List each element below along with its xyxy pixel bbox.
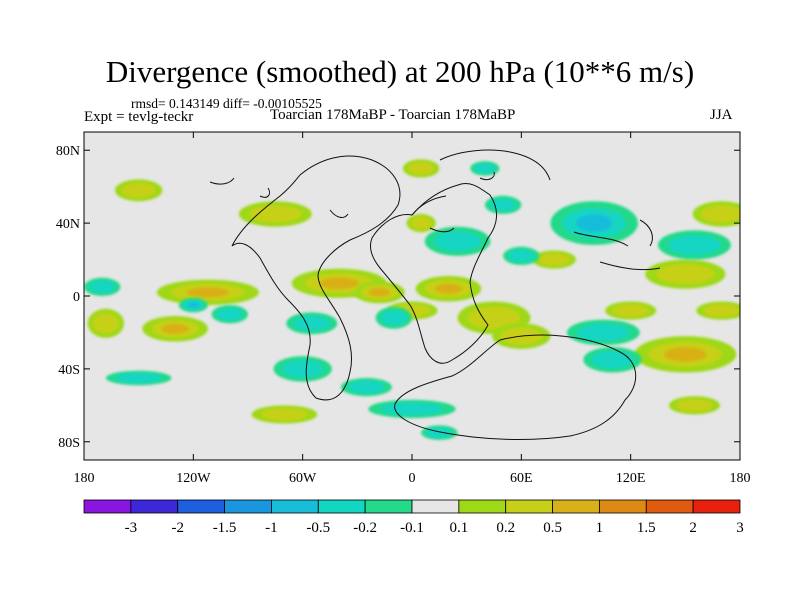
colorbar-label: -2 [171,520,184,536]
divergence-field [84,159,740,440]
colorbar-swatch [317,499,366,514]
lon-label: 120W [176,471,211,486]
colorbar-swatch [458,499,507,514]
divergence-region [484,195,522,214]
small-islands-coast [209,171,495,233]
colorbar-label: -1 [265,520,278,536]
continent-eurasia-coast [411,149,551,216]
divergence-region [375,306,412,329]
divergence-region [550,201,638,245]
divergence-region [156,279,259,306]
divergence-region [114,179,163,202]
divergence-region [368,399,456,419]
divergence-region [415,275,482,302]
divergence-region [470,161,500,176]
colorbar-swatch [645,499,694,514]
divergence-region [142,316,208,342]
divergence-region [105,370,172,386]
colorbar-swatch [271,499,319,514]
colorbar-label: 0.1 [449,520,468,536]
divergence-region [696,301,740,320]
colorbar-swatch [83,499,132,514]
map-title: Divergence (smoothed) at 200 hPa (10**6 … [105,54,695,89]
divergence-region [605,301,657,320]
divergence-region [211,305,248,324]
divergence-region [421,425,458,440]
colorbar-swatch [364,499,413,514]
divergence-region [566,319,640,346]
colorbar-label: 1.5 [637,520,656,536]
colorbar-label: -0.1 [400,520,424,536]
continent-americas-coast [231,155,401,401]
divergence-region [658,230,731,260]
stats-label: rmsd= 0.143149 diff= -0.00105525 [131,96,322,111]
lat-label: 0 [73,290,80,305]
colorbar-label: 1 [596,520,604,536]
divergence-region [634,336,737,373]
divergence-region [532,250,577,269]
divergence-region [286,312,338,335]
divergence-region [583,347,642,373]
map-axes: 80N 40N 0 40S 80S 180 120W 60W 0 60E 120E 180 [56,132,751,486]
divergence-region [402,159,440,178]
divergence-region [503,246,540,266]
lon-label: 60W [289,471,317,486]
comparison-subtitle: Toarcian 178MaBP - Toarcian 178MaBP [270,107,516,123]
divergence-region [353,281,405,304]
lon-label: 180 [730,471,751,486]
divergence-region [273,356,332,382]
continent-africa-coast [369,182,497,364]
lon-label: 60E [510,471,533,486]
divergence-region [84,277,121,296]
lon-label: 180 [74,471,95,486]
colorbar-label: -0.5 [306,520,330,536]
divergence-region [406,214,436,233]
colorbar-swatch [130,499,179,514]
divergence-region [87,308,125,338]
coastlines [209,149,661,440]
season-label: JJA [710,107,733,123]
experiment-label: Expt = tevlg-teckr [84,109,194,125]
divergence-region [340,378,392,397]
colorbar-swatch [411,499,460,514]
colorbar-swatch [552,499,600,514]
colorbar-swatch [224,499,272,514]
island-arc-coast [573,219,661,271]
divergence-region [238,201,312,227]
lon-label: 120E [616,471,646,486]
colorbar-swatch [692,499,741,514]
colorbar-swatch [599,499,647,514]
divergence-region [692,201,740,227]
colorbar-label: 2 [689,520,697,536]
lon-label: 0 [409,471,416,486]
colorbar-label: -0.2 [353,520,377,536]
divergence-region [178,297,208,313]
continent-antarctica-australia-coast [394,334,637,440]
lat-label: 40S [58,363,80,378]
colorbar-swatch [505,499,553,514]
colorbar-swatch [177,499,225,514]
colorbar-label: -3 [125,520,138,536]
colorbar-label: 0.5 [543,520,562,536]
lat-label: 80N [56,144,80,159]
divergence-region [424,226,491,256]
colorbar-label: 0.2 [496,520,515,536]
lat-label: 40N [56,217,80,232]
colorbar: -3 -2 -1.5 -1 -0.5 -0.2 -0.1 0.1 0.2 0.5 1 1.5 2 3 [83,499,744,536]
lat-label: 80S [58,436,80,451]
colorbar-label: 3 [736,520,744,536]
divergence-region [645,259,726,289]
colorbar-label: -1.5 [213,520,237,536]
divergence-region [668,396,720,415]
divergence-region [251,405,318,424]
